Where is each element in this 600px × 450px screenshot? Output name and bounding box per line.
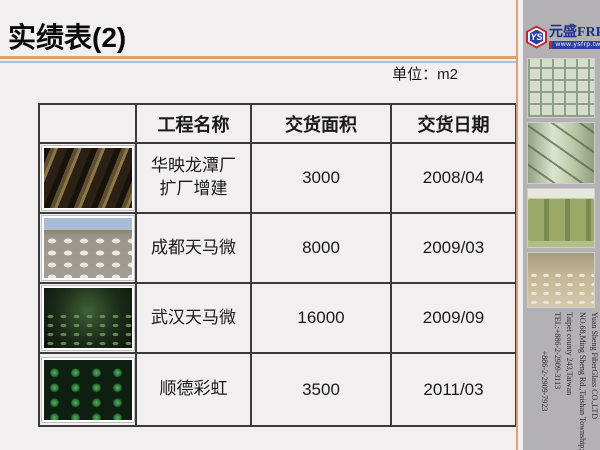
contact-line: TEL:+886-2-2909-3113: [552, 312, 562, 390]
company-contact: Yuan Sheng FiberGlass CO.,LTD NO.68,Ming…: [523, 312, 600, 450]
website-url: www.ysfrp.tw: [549, 40, 600, 49]
logo-monogram: YS: [530, 31, 543, 42]
photo-frame: [40, 356, 135, 423]
project-photo-cell: [38, 212, 137, 284]
table-row: 成都天马微 8000 2009/03: [38, 212, 517, 284]
project-name: 顺德彩虹: [135, 352, 252, 427]
photo-frame: [40, 285, 135, 351]
delivery-date: 2011/03: [390, 352, 517, 427]
contact-line: Taipei county 243,Taiwan: [565, 312, 575, 396]
unit-label: 单位：m2: [392, 66, 458, 83]
project-photo-green-floor: [43, 288, 132, 348]
photo-frame: [40, 215, 135, 281]
sidebar-photo-frp-tank: [527, 122, 595, 184]
results-table: 工程名称 交货面积 交货日期 华映龙潭厂 扩厂增建 3000 2008/04: [38, 103, 517, 427]
project-photo-formwork: [43, 148, 132, 208]
col-header-area: 交货面积: [250, 103, 392, 144]
project-name: 成都天马微: [135, 212, 252, 284]
sidebar-photo-factory-floor: [527, 252, 595, 308]
col-header-project: 工程名称: [135, 103, 252, 144]
col-header-date: 交货日期: [390, 103, 517, 144]
logo-text-block: 元盛FRP www.ysfrp.tw: [549, 24, 600, 49]
project-photo-cell: [38, 352, 137, 427]
slide-main-area: 实绩表(2) 单位：m2 工程名称 交货面积 交货日期: [0, 22, 518, 427]
sidebar-photo-waffle-ceiling: [527, 58, 595, 118]
company-contact-text: Yuan Sheng FiberGlass CO.,LTD NO.68,Ming…: [524, 312, 600, 450]
delivery-area: 16000: [250, 282, 392, 354]
contact-line: +886-2-2909-7923: [540, 350, 550, 412]
slide-title: 实绩表(2): [8, 22, 127, 53]
contact-line: Yuan Sheng FiberGlass CO.,LTD: [590, 312, 599, 420]
table-header-row: 工程名称 交货面积 交货日期: [38, 103, 517, 144]
project-photo-cell: [38, 142, 137, 214]
delivery-date: 2009/03: [390, 212, 517, 284]
delivery-area: 3500: [250, 352, 392, 427]
col-header-photo: [38, 103, 137, 144]
table-row: 华映龙潭厂 扩厂增建 3000 2008/04: [38, 142, 517, 214]
project-name: 华映龙潭厂 扩厂增建: [135, 142, 252, 214]
delivery-date: 2009/09: [390, 282, 517, 354]
photo-frame: [40, 145, 135, 211]
contact-line: NO.68,Ming Sheng Rd.,Taishan Township;: [577, 312, 587, 450]
brand-name: 元盛FRP: [549, 24, 600, 40]
company-logo: YS 元盛FRP www.ysfrp.tw: [526, 20, 600, 54]
project-photo-cell: [38, 282, 137, 354]
table-row: 顺德彩虹 3500 2011/03: [38, 352, 517, 427]
delivery-date: 2008/04: [390, 142, 517, 214]
project-photo-green-domes: [43, 359, 132, 420]
project-photo-construction-site: [43, 218, 132, 278]
title-divider-orange: [0, 56, 518, 59]
project-name: 武汉天马微: [135, 282, 252, 354]
main-sidebar-divider: [516, 0, 518, 450]
ys-hexagon-icon: YS: [526, 25, 547, 49]
delivery-area: 8000: [250, 212, 392, 284]
sidebar: YS 元盛FRP www.ysfrp.tw Yuan Sheng FiberGl…: [523, 0, 600, 450]
sidebar-photo-storage-tanks: [527, 188, 595, 248]
table-row: 武汉天马微 16000 2009/09: [38, 282, 517, 354]
delivery-area: 3000: [250, 142, 392, 214]
title-divider-blue: [0, 61, 518, 63]
